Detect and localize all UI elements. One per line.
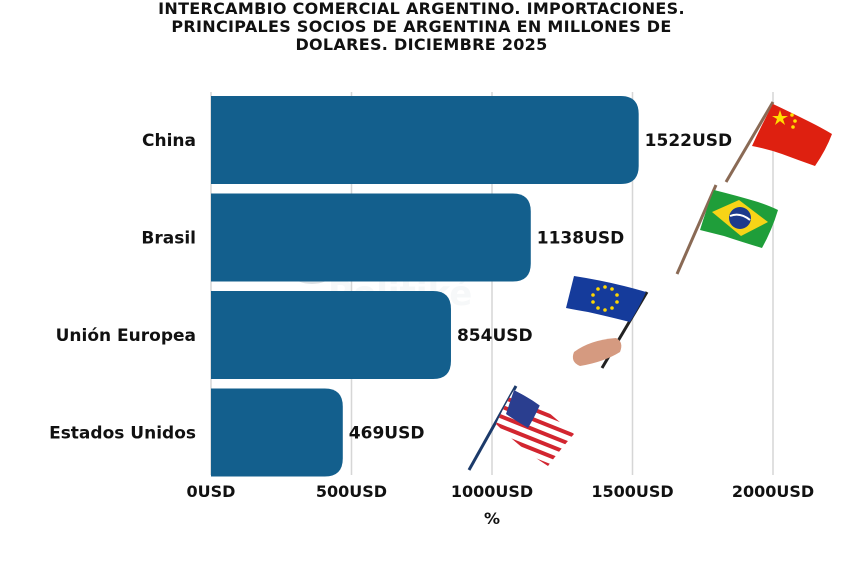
data-label: 854USD [457,326,533,346]
title-line-1: INTERCAMBIO COMERCIAL ARGENTINO. IMPORTA… [158,0,685,18]
china-flag-icon [724,101,832,183]
category-label: Brasil [141,229,196,249]
brazil-flag-icon [675,184,778,275]
bar [211,193,531,282]
x-tick-label: 1500USD [591,482,673,501]
x-tick-labels: 0USD 500USD 1000USD 1500USD 2000USD [187,482,815,501]
title-line-3: DOLARES. DICIEMBRE 2025 [295,35,548,54]
bars [211,96,639,477]
x-tick-label: 1000USD [451,482,533,501]
x-tick-label: 0USD [187,482,236,501]
x-axis-label: % [484,509,500,528]
category-label: Estados Unidos [49,424,196,444]
data-label: 1138USD [537,229,624,249]
eu-flag-icon [566,276,649,369]
x-tick-label: 2000USD [732,482,814,501]
bar [211,96,639,184]
data-label: 1522USD [645,131,732,151]
usa-flag-icon [467,385,574,471]
chart-title: INTERCAMBIO COMERCIAL ARGENTINO. IMPORTA… [0,0,843,54]
category-label: China [142,131,196,151]
bar [211,291,451,379]
bar [211,388,343,477]
category-labels: China Brasil Unión Europea Estados Unidos [49,131,196,444]
data-labels: 1522USD 1138USD 854USD 469USD [349,131,732,444]
category-label: Unión Europea [56,326,196,346]
data-label: 469USD [349,424,425,444]
x-tick-label: 500USD [316,482,387,501]
title-line-2: PRINCIPALES SOCIOS DE ARGENTINA EN MILLO… [171,17,672,36]
